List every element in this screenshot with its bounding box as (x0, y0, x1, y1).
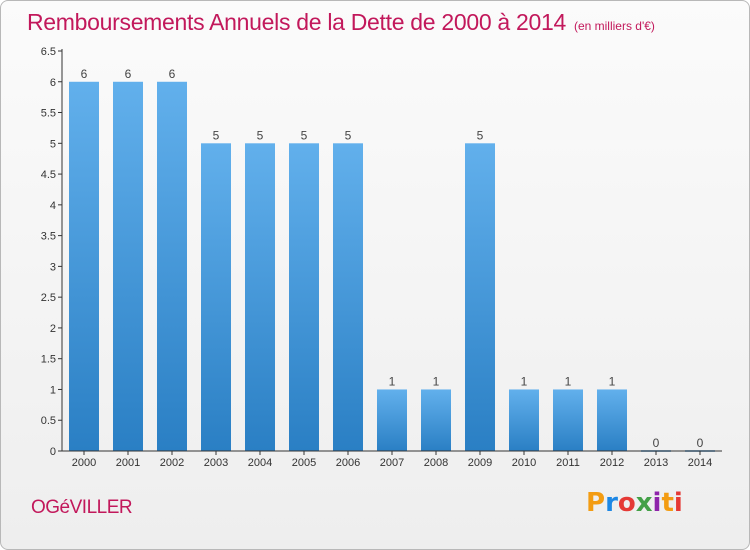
data-label-2003: 5 (213, 128, 220, 142)
bar-2003[interactable] (201, 143, 231, 452)
x-tick-label-2002: 2002 (160, 457, 184, 469)
x-tick-label-2006: 2006 (336, 457, 360, 469)
logo-letter: r (605, 488, 618, 518)
proxiti-logo[interactable]: Proxiti (586, 488, 683, 518)
data-label-2009: 5 (477, 128, 484, 142)
logo-letter: o (617, 488, 636, 518)
data-label-2006: 5 (345, 128, 352, 142)
x-tick-label-2009: 2009 (468, 457, 492, 469)
x-tick-label-2008: 2008 (424, 457, 448, 469)
y-tick-label: 6.5 (41, 46, 56, 58)
data-label-2012: 1 (609, 374, 616, 388)
bar-2001[interactable] (113, 81, 143, 452)
x-tick-label-2004: 2004 (248, 457, 272, 469)
y-tick-label: 5.5 (41, 108, 56, 120)
bar-2005[interactable] (289, 143, 319, 452)
x-tick-label-2012: 2012 (600, 457, 624, 469)
x-tick-label-2003: 2003 (204, 457, 228, 469)
data-label-2002: 6 (169, 67, 176, 81)
bar-2000[interactable] (69, 81, 99, 452)
x-tick-label-2005: 2005 (292, 457, 316, 469)
x-tick-label-2007: 2007 (380, 457, 404, 469)
y-tick-label: 1.5 (41, 354, 56, 366)
bar-2011[interactable] (553, 389, 583, 451)
chart-title-text: Remboursements Annuels de la Dette de 20… (27, 9, 566, 35)
y-tick-label: 2.5 (41, 292, 56, 304)
bar-2012[interactable] (597, 389, 627, 451)
logo-letter: t (661, 488, 674, 518)
logo-letter: i (673, 488, 683, 518)
bars (69, 81, 715, 452)
x-tick-label-2014: 2014 (688, 457, 712, 469)
data-label-2004: 5 (257, 128, 264, 142)
data-label-2011: 1 (565, 374, 572, 388)
data-label-2001: 6 (125, 67, 132, 81)
bar-2007[interactable] (377, 389, 407, 451)
x-tick-label-2001: 2001 (116, 457, 140, 469)
chart-title: Remboursements Annuels de la Dette de 20… (27, 9, 655, 36)
bar-2009[interactable] (465, 143, 495, 452)
y-tick-label: 2 (50, 323, 56, 335)
y-tick-label: 6 (50, 77, 56, 89)
y-tick-label: 4.5 (41, 169, 56, 181)
bar-2004[interactable] (245, 143, 275, 452)
x-tick-label-2011: 2011 (556, 457, 580, 469)
x-tick-label-2013: 2013 (644, 457, 668, 469)
data-label-2005: 5 (301, 128, 308, 142)
y-tick-label: 0 (50, 446, 56, 458)
y-tick-label: 5 (50, 138, 56, 150)
data-label-2014: 0 (697, 436, 704, 450)
data-label-2000: 6 (81, 67, 88, 81)
chart-unit: (en milliers d'€) (573, 19, 655, 33)
logo-letter: P (586, 488, 606, 518)
y-tick-label: 4 (50, 200, 56, 212)
x-tick-label-2000: 2000 (72, 457, 96, 469)
bar-2008[interactable] (421, 389, 451, 451)
bar-2006[interactable] (333, 143, 363, 452)
data-labels: 6 6 6 5 5 5 5 1 1 5 1 1 1 0 0 (81, 67, 704, 450)
y-tick-label: 3.5 (41, 231, 56, 243)
y-tick-label: 0.5 (41, 415, 56, 427)
data-label-2007: 1 (389, 374, 396, 388)
logo-letter: x (635, 488, 653, 518)
commune-name: OGéVILLER (31, 497, 133, 518)
logo-letter: i (652, 488, 662, 518)
y-tick-label: 1 (50, 384, 56, 396)
data-label-2013: 0 (653, 436, 660, 450)
data-label-2008: 1 (433, 374, 440, 388)
x-axis: 2000 2001 2002 2003 2004 2005 2006 2007 2008 2009… (62, 450, 722, 469)
bar-2010[interactable] (509, 389, 539, 451)
bar-2002[interactable] (157, 81, 187, 452)
y-axis: 0 0.5 1 1.5 2 2.5 3 3.5 4 4.5 5 5.5 6 6.5 (41, 46, 63, 458)
data-label-2010: 1 (521, 374, 528, 388)
y-tick-label: 3 (50, 261, 56, 273)
x-tick-label-2010: 2010 (512, 457, 536, 469)
